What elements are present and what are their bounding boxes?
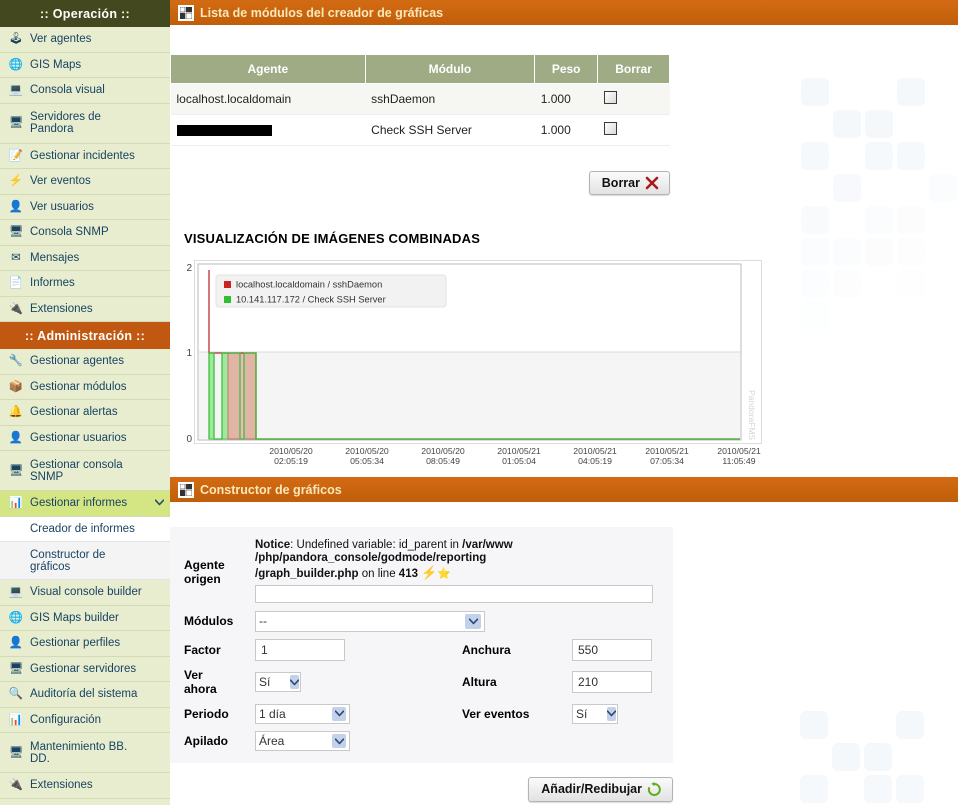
- svg-text:2: 2: [186, 263, 192, 274]
- svg-text:0: 0: [186, 434, 192, 445]
- svg-text:08:05:49: 08:05:49: [426, 456, 460, 466]
- svg-text:2010/05/20: 2010/05/20: [269, 446, 313, 456]
- svg-text:02:05:19: 02:05:19: [274, 456, 308, 466]
- svg-text:2010/05/20: 2010/05/20: [421, 446, 465, 456]
- svg-text:11:05:49: 11:05:49: [722, 456, 755, 466]
- svg-text:localhost.localdomain / sshDae: localhost.localdomain / sshDaemon: [236, 280, 382, 290]
- svg-text:2010/05/20: 2010/05/20: [345, 446, 389, 456]
- svg-text:1: 1: [186, 348, 192, 359]
- svg-text:PandoraFMS: PandoraFMS: [747, 390, 757, 440]
- svg-text:10.141.117.172 / Check SSH Ser: 10.141.117.172 / Check SSH Server: [236, 295, 386, 305]
- svg-text:2010/05/21: 2010/05/21: [497, 446, 541, 456]
- svg-text:04:05:19: 04:05:19: [578, 456, 612, 466]
- svg-text:2010/05/21: 2010/05/21: [573, 446, 617, 456]
- svg-text:01:05:04: 01:05:04: [502, 456, 536, 466]
- svg-text:2010/05/21: 2010/05/21: [717, 446, 761, 456]
- svg-text:07:05:34: 07:05:34: [650, 456, 684, 466]
- svg-text:2010/05/21: 2010/05/21: [645, 446, 689, 456]
- svg-text:05:05:34: 05:05:34: [350, 456, 384, 466]
